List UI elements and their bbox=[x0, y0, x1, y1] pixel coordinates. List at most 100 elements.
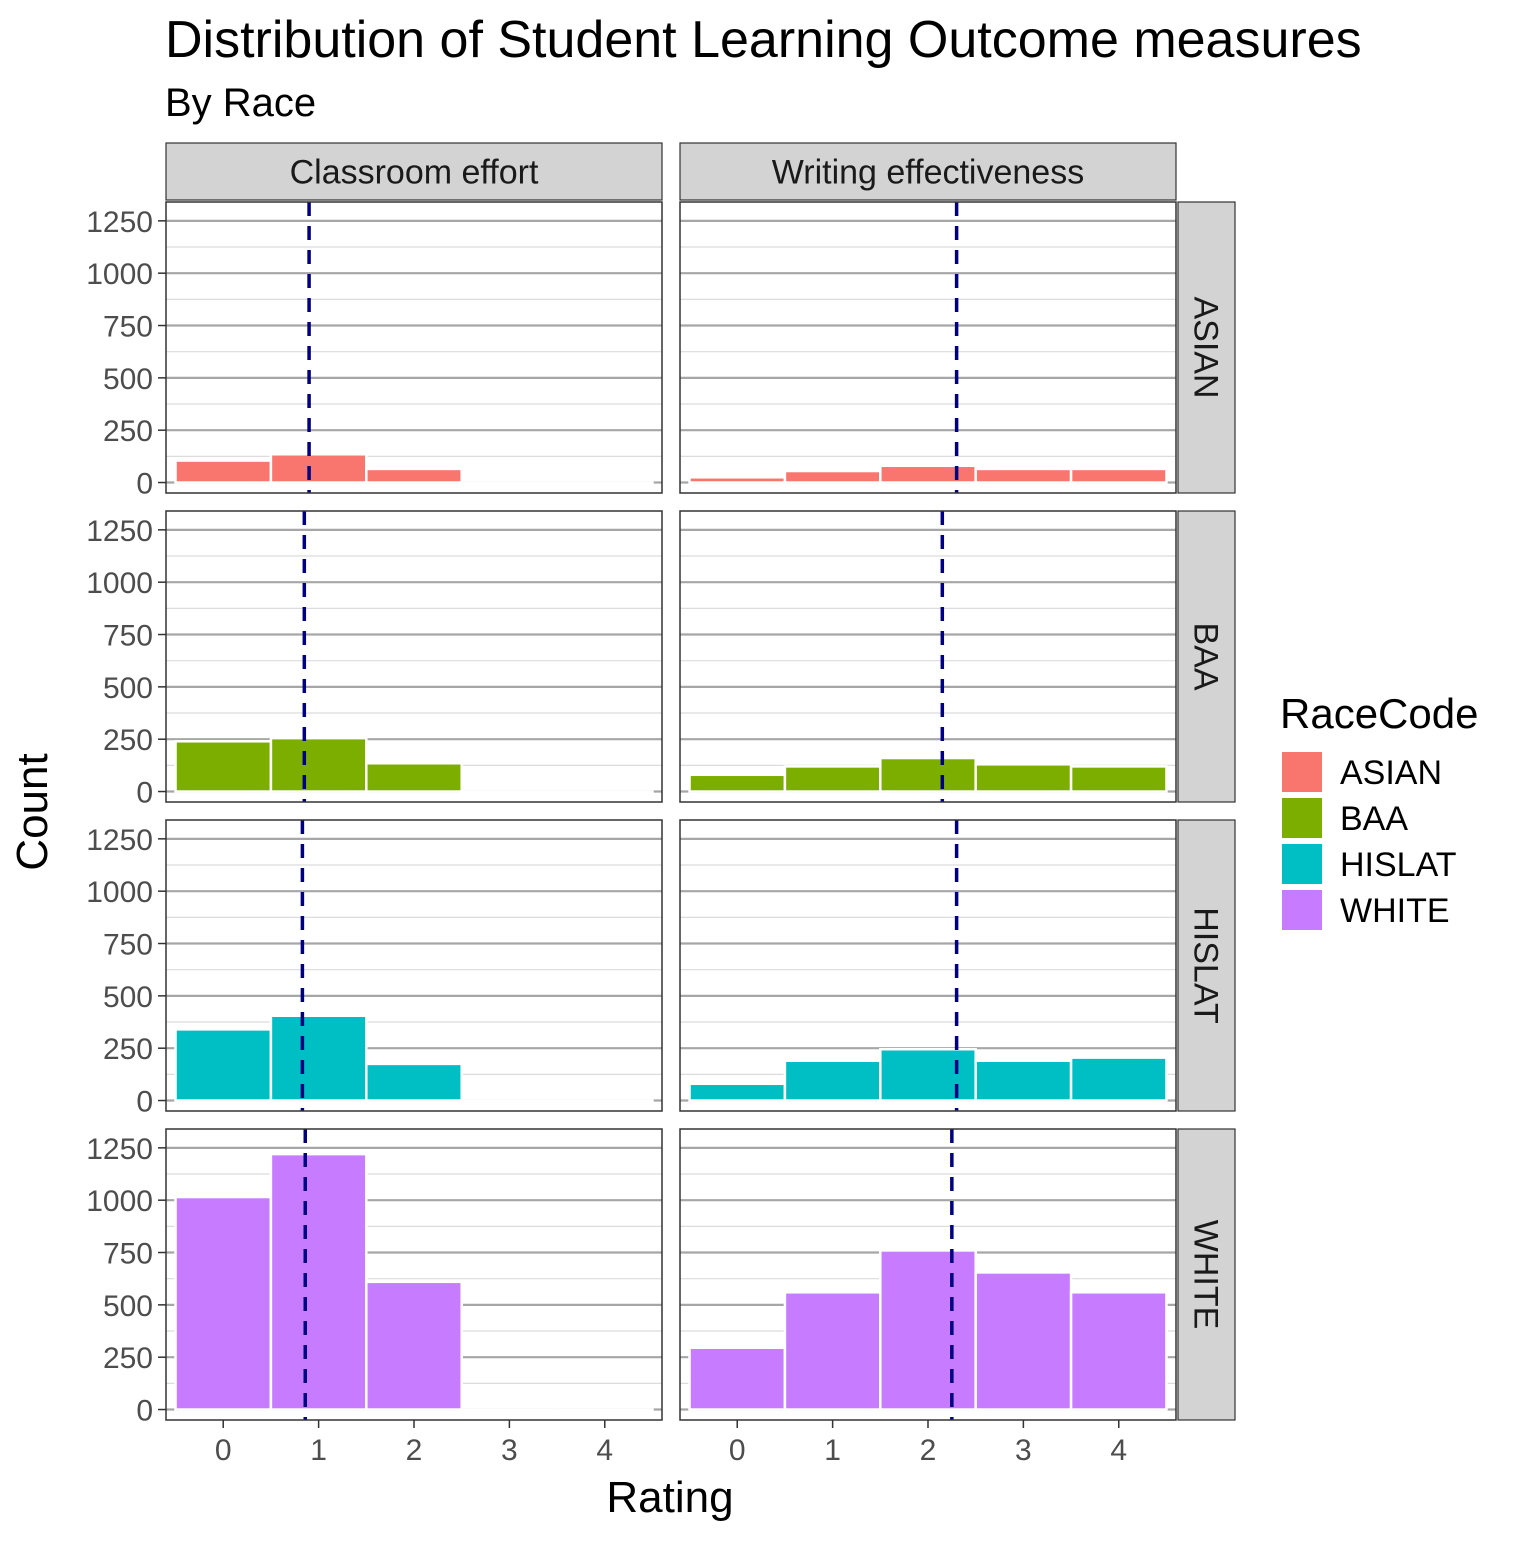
panel-hislat-classroom-effort bbox=[165, 819, 663, 1112]
y-tick-label: 0 bbox=[136, 1395, 153, 1428]
strip-row-white: WHITE bbox=[1177, 1128, 1236, 1421]
strip-background bbox=[1177, 819, 1236, 1112]
legend-swatch bbox=[1282, 844, 1322, 884]
y-tick-label: 0 bbox=[136, 777, 153, 810]
legend-label: ASIAN bbox=[1340, 754, 1442, 792]
panel-border bbox=[165, 819, 663, 1112]
bar bbox=[555, 790, 654, 794]
x-tick-label: 0 bbox=[215, 1434, 232, 1467]
x-tick-label: 3 bbox=[501, 1434, 518, 1467]
panel-border bbox=[165, 510, 663, 803]
bar bbox=[1069, 1056, 1168, 1102]
y-tick-label: 250 bbox=[103, 724, 153, 757]
panel-white-classroom-effort bbox=[165, 1128, 663, 1421]
y-tick-label: 250 bbox=[103, 415, 153, 448]
strip-row-hislat: HISLAT bbox=[1177, 819, 1236, 1112]
bar bbox=[688, 1082, 787, 1102]
y-tick-label: 0 bbox=[136, 1086, 153, 1119]
x-tick-label: 4 bbox=[596, 1434, 613, 1467]
y-tick-label: 500 bbox=[103, 1290, 153, 1323]
legend-item-hislat: HISLAT bbox=[1282, 844, 1457, 884]
bar bbox=[365, 1280, 463, 1411]
bar bbox=[365, 762, 463, 793]
panel-border bbox=[679, 819, 1177, 1112]
x-tick-label: 4 bbox=[1110, 1434, 1127, 1467]
strip-label: Classroom effort bbox=[290, 154, 539, 192]
bar bbox=[688, 1346, 787, 1411]
bar bbox=[1069, 765, 1168, 793]
bar bbox=[555, 1408, 654, 1412]
strip-background bbox=[679, 142, 1177, 201]
x-tick-label: 1 bbox=[310, 1434, 327, 1467]
x-tick-label: 2 bbox=[406, 1434, 423, 1467]
bar bbox=[174, 740, 273, 793]
x-axis-title: Rating bbox=[606, 1473, 733, 1522]
y-tick-label: 500 bbox=[103, 363, 153, 396]
x-tick-label: 0 bbox=[729, 1434, 746, 1467]
legend-label: WHITE bbox=[1340, 892, 1450, 930]
y-tick-label: 1000 bbox=[86, 1185, 153, 1218]
y-tick-label: 750 bbox=[103, 311, 153, 344]
strip-label: ASIAN bbox=[1187, 296, 1225, 398]
bar bbox=[974, 1271, 1073, 1411]
bar bbox=[1069, 467, 1168, 484]
y-axis-title: Count bbox=[8, 753, 57, 870]
legend: RaceCode ASIAN BAA HISLAT WHITE bbox=[1280, 690, 1478, 930]
bar bbox=[974, 763, 1073, 793]
bar bbox=[879, 1047, 977, 1102]
panel-asian-classroom-effort bbox=[165, 201, 663, 494]
legend-swatch bbox=[1282, 752, 1322, 792]
bar bbox=[269, 1014, 368, 1102]
bar bbox=[783, 765, 882, 793]
strip-label: BAA bbox=[1187, 622, 1225, 690]
strip-label: WHITE bbox=[1187, 1220, 1225, 1330]
bar bbox=[269, 736, 368, 793]
legend-item-asian: ASIAN bbox=[1282, 752, 1442, 792]
legend-swatch bbox=[1282, 890, 1322, 930]
y-tick-label: 750 bbox=[103, 1238, 153, 1271]
y-tick-label: 500 bbox=[103, 981, 153, 1014]
bar bbox=[688, 773, 787, 793]
y-tick-label: 500 bbox=[103, 672, 153, 705]
bar bbox=[555, 1099, 654, 1103]
bar bbox=[1069, 1291, 1168, 1411]
strip-label: Writing effectiveness bbox=[772, 154, 1084, 192]
bar bbox=[269, 1152, 368, 1411]
legend-label: HISLAT bbox=[1340, 846, 1457, 884]
legend-title: RaceCode bbox=[1280, 690, 1478, 737]
x-tick-label: 3 bbox=[1015, 1434, 1032, 1467]
chart-title: Distribution of Student Learning Outcome… bbox=[165, 11, 1362, 69]
panel-baa-writing-effectiveness bbox=[679, 510, 1177, 803]
y-tick-label: 250 bbox=[103, 1033, 153, 1066]
legend-item-baa: BAA bbox=[1282, 798, 1408, 838]
bar bbox=[783, 1291, 882, 1411]
bar bbox=[974, 1059, 1073, 1102]
bar bbox=[460, 1408, 559, 1412]
y-tick-label: 0 bbox=[136, 468, 153, 501]
legend-label: BAA bbox=[1340, 800, 1408, 838]
strip-writing-effectiveness: Writing effectiveness bbox=[679, 142, 1177, 201]
strip-row-asian: ASIAN bbox=[1177, 201, 1236, 494]
strip-background bbox=[165, 142, 663, 201]
bar bbox=[879, 1249, 977, 1411]
bar bbox=[879, 756, 977, 793]
bar bbox=[365, 1062, 463, 1102]
facet-grid: Classroom effort Writing effectiveness ASI… bbox=[165, 142, 1236, 1421]
bar bbox=[879, 464, 977, 484]
y-tick-label: 1250 bbox=[86, 824, 153, 857]
x-tick-label: 1 bbox=[824, 1434, 841, 1467]
y-tick-label: 1000 bbox=[86, 567, 153, 600]
strip-background bbox=[1177, 510, 1236, 803]
y-tick-label: 1000 bbox=[86, 876, 153, 909]
panel-hislat-writing-effectiveness bbox=[679, 819, 1177, 1112]
strip-label: HISLAT bbox=[1187, 907, 1225, 1024]
y-tick-label: 1000 bbox=[86, 258, 153, 291]
bar bbox=[174, 1028, 273, 1102]
bar bbox=[974, 467, 1073, 484]
y-tick-label: 1250 bbox=[86, 515, 153, 548]
x-tick-label: 2 bbox=[920, 1434, 937, 1467]
bar bbox=[783, 1059, 882, 1102]
y-tick-label: 750 bbox=[103, 620, 153, 653]
bar bbox=[460, 481, 559, 485]
